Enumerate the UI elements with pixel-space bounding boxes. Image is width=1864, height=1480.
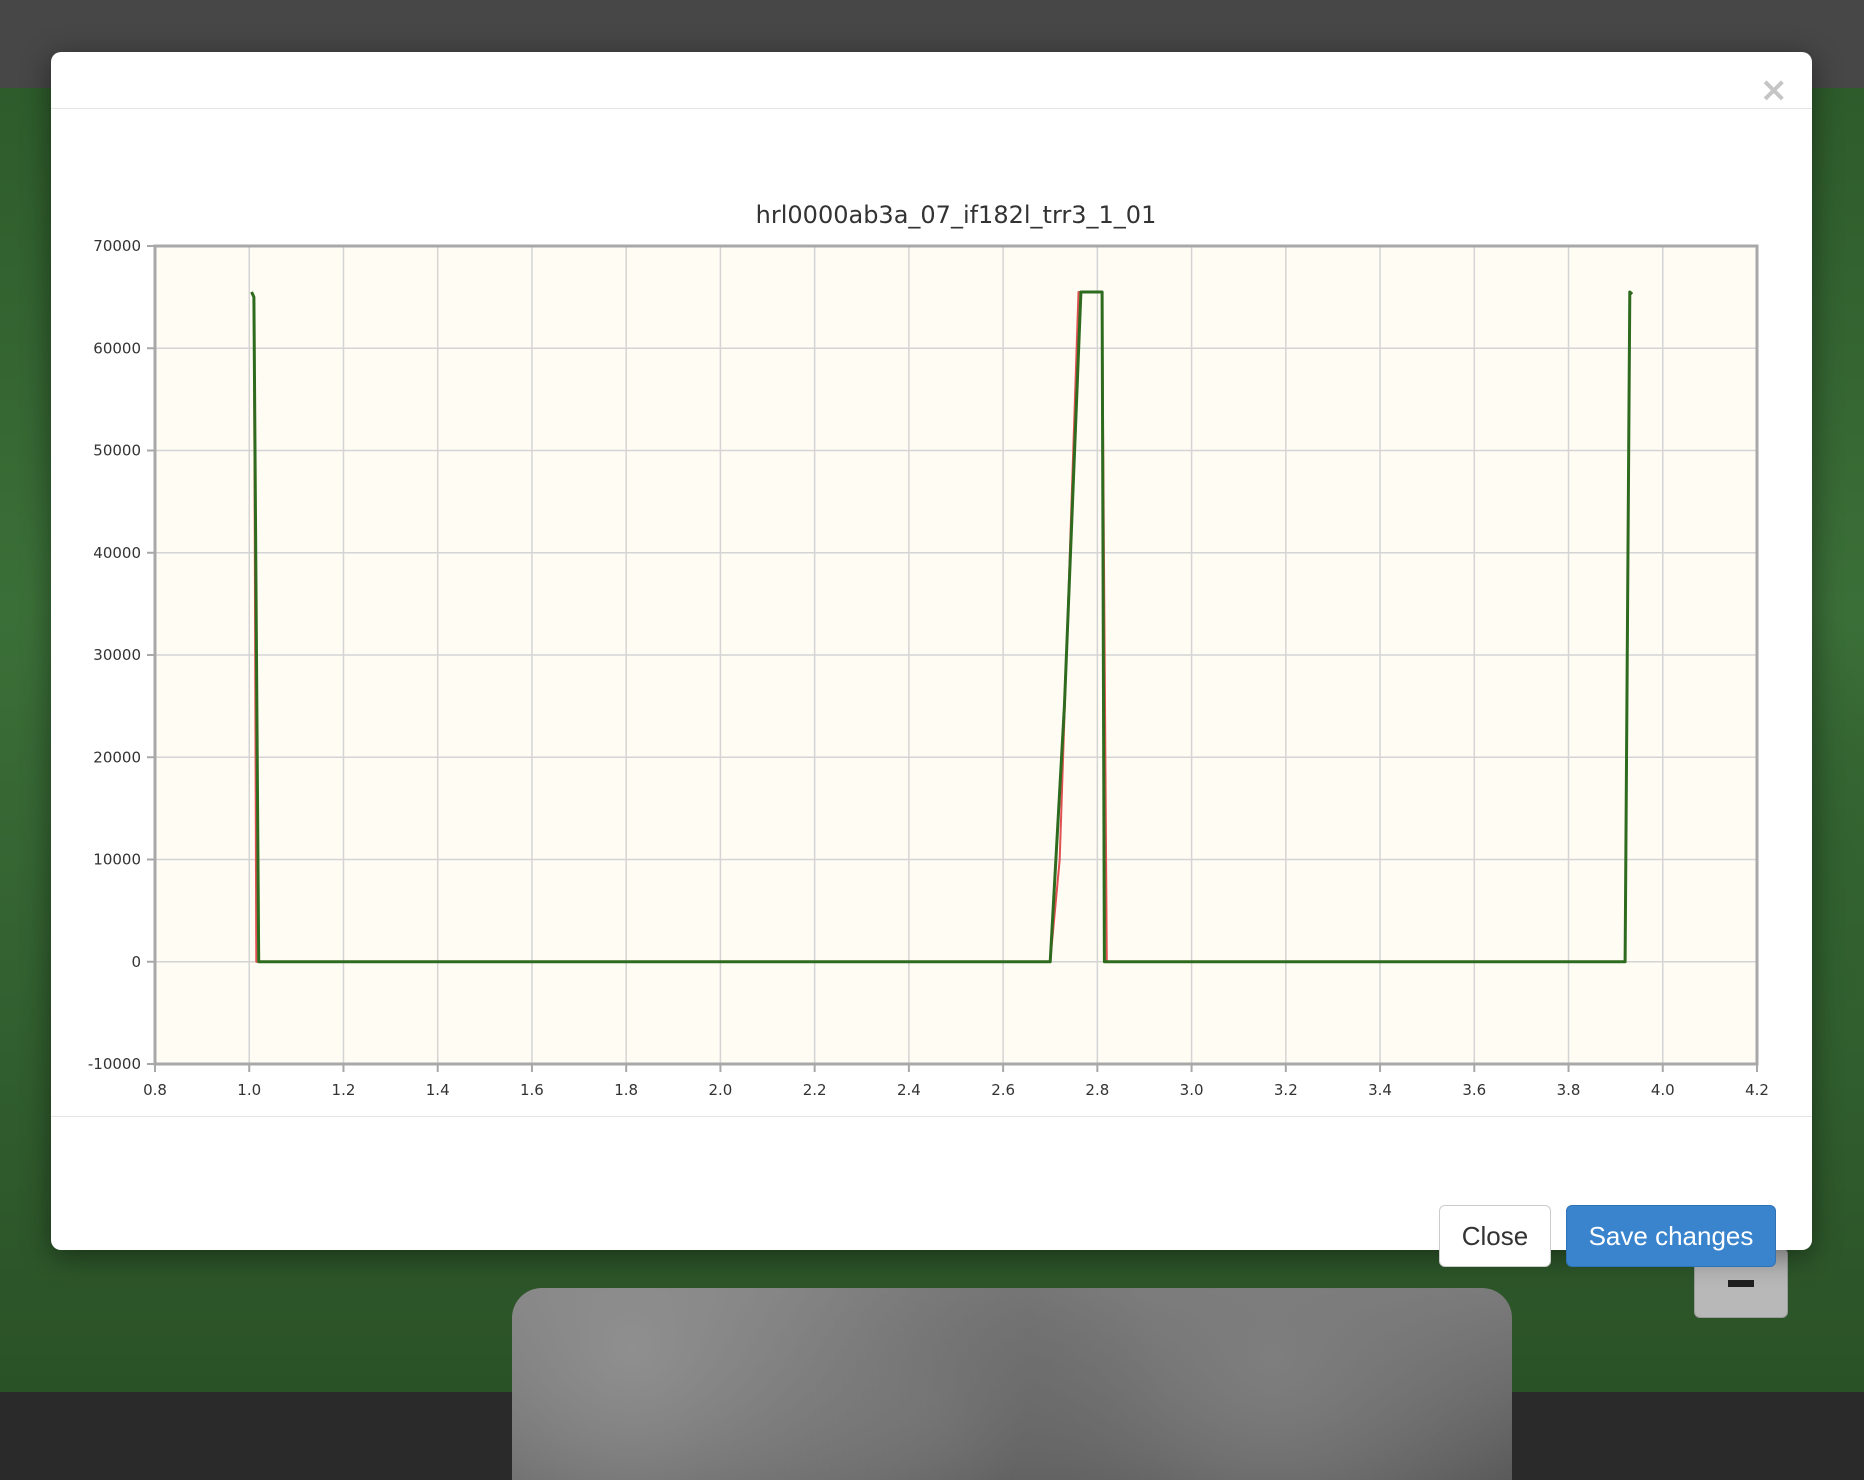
close-button[interactable]: Close	[1439, 1205, 1551, 1267]
series-line-2	[250, 290, 1634, 964]
y-tick-label: 70000	[93, 237, 141, 255]
x-tick-label: 2.8	[1085, 1081, 1109, 1099]
modal-header: ×	[51, 52, 1812, 109]
x-tick-label: 3.4	[1368, 1081, 1392, 1099]
x-tick-label: 1.2	[332, 1081, 356, 1099]
chart-container: 0.8 1.0 1.2 1.4 1.6 1.8 2.0 2.2 2.4 2.6 2.8 3.0 3.2 3…	[51, 109, 1812, 1109]
y-tick-label: 40000	[93, 544, 141, 562]
x-tick-label: 4.2	[1745, 1081, 1769, 1099]
x-tick-label: 1.8	[614, 1081, 638, 1099]
close-icon[interactable]: ×	[1759, 70, 1789, 110]
x-tick-label: 3.8	[1557, 1081, 1581, 1099]
terrain-overlay	[512, 1288, 1512, 1480]
x-tick-label: 0.8	[143, 1081, 167, 1099]
x-tick-label: 3.0	[1180, 1081, 1204, 1099]
x-tick-label: 1.0	[237, 1081, 261, 1099]
save-changes-button[interactable]: Save changes	[1566, 1205, 1776, 1267]
y-tick-label: 60000	[93, 339, 141, 357]
x-tick-label: 2.2	[803, 1081, 827, 1099]
y-tick-label: 10000	[93, 851, 141, 869]
y-tick-label: 30000	[93, 646, 141, 664]
y-tick-label: 50000	[93, 442, 141, 460]
x-tick-label: 3.2	[1274, 1081, 1298, 1099]
x-tick-label: 2.4	[897, 1081, 921, 1099]
x-tick-label: 2.0	[708, 1081, 732, 1099]
x-tick-label: 2.6	[991, 1081, 1015, 1099]
modal-footer: Close Save changes	[51, 1116, 1812, 1267]
y-tick-label: -10000	[88, 1055, 141, 1073]
minus-icon	[1728, 1279, 1754, 1287]
chart-title: hrl0000ab3a_07_if182l_trr3_1_01	[756, 201, 1157, 229]
y-tick-label: 0	[131, 953, 141, 971]
line-chart: 0.8 1.0 1.2 1.4 1.6 1.8 2.0 2.2 2.4 2.6 2.8 3.0 3.2 3…	[88, 201, 1769, 1099]
x-tick-label: 4.0	[1651, 1081, 1675, 1099]
x-tick-label: 1.6	[520, 1081, 544, 1099]
chart-modal: × 0.8 1.0 1.2 1.4 1.6 1.8 2.0 2.2 2.4 2.6 2.8 3.0 3.…	[51, 52, 1812, 1267]
x-tick-label: 1.4	[426, 1081, 450, 1099]
y-tick-label: 20000	[93, 748, 141, 766]
x-tick-label: 3.6	[1462, 1081, 1486, 1099]
